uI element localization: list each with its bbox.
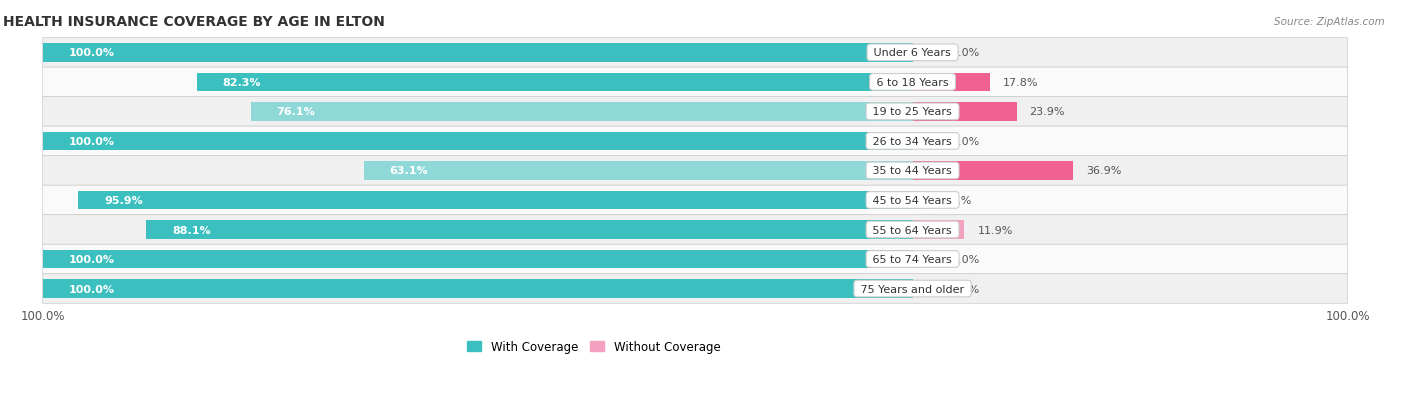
Text: 0.0%: 0.0%: [952, 254, 980, 264]
Bar: [197, 74, 912, 92]
Text: Source: ZipAtlas.com: Source: ZipAtlas.com: [1274, 17, 1385, 26]
Text: 100.0%: 100.0%: [69, 284, 115, 294]
Bar: [912, 254, 939, 265]
Text: 4.1%: 4.1%: [943, 195, 972, 206]
Text: HEALTH INSURANCE COVERAGE BY AGE IN ELTON: HEALTH INSURANCE COVERAGE BY AGE IN ELTO…: [3, 15, 385, 29]
FancyBboxPatch shape: [42, 127, 1347, 156]
Bar: [79, 191, 912, 210]
Text: 75 Years and older: 75 Years and older: [858, 284, 967, 294]
Text: 23.9%: 23.9%: [1029, 107, 1066, 117]
Bar: [912, 162, 1073, 180]
FancyBboxPatch shape: [42, 274, 1347, 304]
Text: 17.8%: 17.8%: [1002, 78, 1039, 88]
Bar: [42, 280, 912, 298]
Text: 6 to 18 Years: 6 to 18 Years: [873, 78, 952, 88]
Text: 19 to 25 Years: 19 to 25 Years: [869, 107, 956, 117]
Bar: [912, 136, 939, 147]
Bar: [912, 48, 939, 59]
Text: 26 to 34 Years: 26 to 34 Years: [869, 137, 956, 147]
FancyBboxPatch shape: [42, 156, 1347, 186]
FancyBboxPatch shape: [42, 68, 1347, 97]
Text: 100.0%: 100.0%: [69, 48, 115, 58]
Bar: [250, 103, 912, 121]
Text: 36.9%: 36.9%: [1085, 166, 1122, 176]
Text: 0.0%: 0.0%: [952, 137, 980, 147]
Text: 100.0%: 100.0%: [69, 254, 115, 264]
Bar: [42, 250, 912, 268]
FancyBboxPatch shape: [42, 97, 1347, 127]
Text: 35 to 44 Years: 35 to 44 Years: [869, 166, 956, 176]
Bar: [42, 44, 912, 62]
Legend: With Coverage, Without Coverage: With Coverage, Without Coverage: [463, 336, 725, 358]
FancyBboxPatch shape: [42, 38, 1347, 68]
Bar: [912, 74, 990, 92]
Text: Under 6 Years: Under 6 Years: [870, 48, 955, 58]
Bar: [912, 191, 931, 210]
FancyBboxPatch shape: [42, 244, 1347, 274]
Text: 100.0%: 100.0%: [69, 137, 115, 147]
Text: 0.0%: 0.0%: [952, 284, 980, 294]
Text: 65 to 74 Years: 65 to 74 Years: [869, 254, 956, 264]
Text: 11.9%: 11.9%: [977, 225, 1012, 235]
Text: 88.1%: 88.1%: [173, 225, 211, 235]
FancyBboxPatch shape: [42, 186, 1347, 215]
Text: 55 to 64 Years: 55 to 64 Years: [869, 225, 956, 235]
Text: 95.9%: 95.9%: [104, 195, 143, 206]
Bar: [146, 221, 912, 239]
Bar: [912, 221, 965, 239]
Text: 45 to 54 Years: 45 to 54 Years: [869, 195, 956, 206]
Bar: [42, 133, 912, 151]
Bar: [364, 162, 912, 180]
Text: 82.3%: 82.3%: [222, 78, 262, 88]
Text: 0.0%: 0.0%: [952, 48, 980, 58]
Text: 63.1%: 63.1%: [389, 166, 429, 176]
FancyBboxPatch shape: [42, 215, 1347, 244]
Text: 76.1%: 76.1%: [277, 107, 315, 117]
Bar: [912, 103, 1017, 121]
Bar: [912, 283, 939, 294]
